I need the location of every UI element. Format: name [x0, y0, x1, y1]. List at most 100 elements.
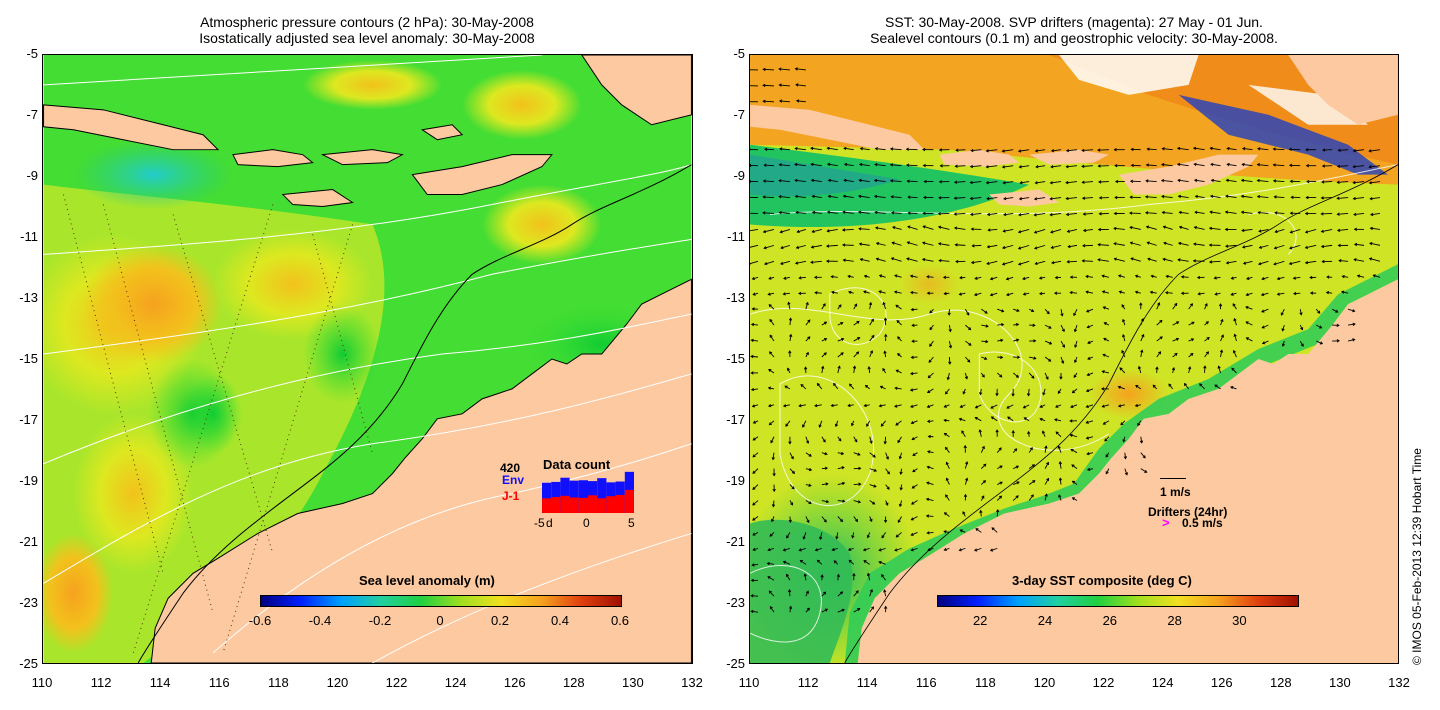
velocity-arrow-head	[769, 351, 773, 355]
velocity-arrow-head	[1114, 179, 1119, 184]
velocity-arrow	[848, 560, 855, 565]
velocity-arrow-head	[808, 467, 813, 472]
velocity-arrow-head	[1369, 226, 1373, 231]
velocity-arrow-head	[798, 276, 802, 280]
velocity-arrow	[1098, 259, 1109, 262]
velocity-arrow-head	[1134, 290, 1139, 294]
velocity-arrow-head	[885, 456, 889, 460]
velocity-arrow-head	[1033, 356, 1037, 360]
velocity-arrow-head	[814, 548, 819, 552]
velocity-arrow-head	[973, 292, 978, 297]
velocity-arrow-head	[783, 276, 787, 280]
velocity-arrow-head	[1176, 162, 1181, 167]
velocity-arrow-head	[843, 162, 848, 167]
velocity-arrow	[1044, 478, 1049, 485]
velocity-arrow	[1051, 244, 1062, 249]
velocity-arrow-head	[938, 258, 942, 263]
velocity-arrow-head	[943, 512, 948, 516]
velocity-arrow	[1188, 321, 1195, 326]
velocity-arrow	[831, 404, 838, 407]
velocity-arrow-head	[1029, 446, 1033, 451]
velocity-arrow-head	[1101, 370, 1105, 374]
velocity-arrow	[906, 258, 918, 262]
velocity-arrow	[1060, 324, 1065, 332]
velocity-arrow-head	[927, 375, 931, 379]
velocity-arrow-head	[870, 318, 874, 322]
velocity-arrow-head	[894, 548, 898, 552]
velocity-arrow-head	[814, 403, 818, 408]
right-y-tick: -19	[726, 473, 745, 488]
velocity-arrow-head	[1208, 243, 1212, 247]
velocity-arrow	[959, 547, 966, 551]
velocity-arrow	[1163, 258, 1173, 262]
velocity-arrow	[789, 452, 794, 459]
velocity-arrow-head	[852, 365, 857, 369]
velocity-arrow-head	[989, 293, 994, 297]
velocity-arrow-head	[943, 291, 947, 296]
velocity-arrow	[1145, 196, 1157, 198]
colorbar-tick-label: -0.4	[308, 613, 332, 628]
velocity-arrow-head	[1011, 393, 1015, 397]
velocity-arrow	[1087, 372, 1094, 376]
velocity-arrow	[843, 147, 854, 151]
env-bar	[578, 480, 588, 513]
velocity-arrow-head	[1114, 163, 1118, 168]
velocity-arrow-head	[798, 291, 802, 296]
velocity-arrow-head	[907, 195, 911, 199]
velocity-arrow	[764, 164, 775, 167]
velocity-arrow-head	[1000, 338, 1004, 342]
velocity-arrow-head	[1103, 322, 1107, 326]
velocity-arrow-head	[953, 180, 958, 184]
velocity-arrow	[826, 244, 838, 247]
velocity-arrow	[764, 148, 775, 151]
velocity-arrow-head	[791, 470, 796, 474]
velocity-arrow-head	[1261, 309, 1265, 313]
velocity-arrow	[1118, 275, 1125, 278]
velocity-arrow	[897, 436, 902, 443]
velocity-arrow	[1373, 274, 1381, 278]
left-y-tick: -5	[26, 46, 38, 61]
velocity-arrow	[906, 164, 918, 167]
velocity-arrow-head	[894, 404, 898, 408]
velocity-arrow	[1039, 418, 1046, 422]
velocity-arrow-head	[750, 354, 754, 359]
velocity-arrow	[1044, 356, 1051, 362]
velocity-arrow-head	[1123, 456, 1127, 460]
velocity-arrow-head	[866, 535, 870, 539]
velocity-arrow-head	[1220, 334, 1224, 338]
velocity-arrow-head	[984, 310, 988, 314]
velocity-arrow-head	[1209, 210, 1213, 214]
velocity-arrow	[965, 324, 971, 330]
velocity-arrow-head	[789, 333, 793, 338]
velocity-arrow-head	[762, 179, 766, 183]
velocity-arrow-head	[1197, 292, 1201, 296]
velocity-arrow	[1275, 228, 1285, 233]
data-count-title: Data count	[543, 457, 611, 472]
velocity-arrow-head	[750, 371, 754, 375]
velocity-arrow	[1342, 275, 1349, 278]
velocity-arrow	[885, 452, 889, 460]
velocity-arrow-head	[1067, 244, 1071, 249]
velocity-arrow-head	[998, 495, 1003, 499]
velocity-arrow	[778, 68, 790, 71]
velocity-arrow	[1273, 180, 1285, 183]
velocity-arrow	[1040, 404, 1046, 408]
velocity-arrow-head	[1256, 194, 1261, 199]
velocity-arrow	[960, 404, 966, 408]
velocity-arrow	[853, 608, 860, 613]
velocity-arrow-head	[1208, 226, 1213, 231]
velocity-arrow-head	[1130, 147, 1134, 152]
velocity-arrow-head	[849, 383, 853, 387]
colorbar-tick-label: 26	[1102, 613, 1118, 628]
velocity-arrow	[964, 461, 968, 469]
velocity-arrow	[980, 510, 982, 517]
velocity-arrow-head	[929, 327, 933, 331]
velocity-arrow-head	[985, 149, 989, 153]
velocity-arrow-head	[1180, 291, 1185, 295]
velocity-arrow-head	[794, 261, 799, 265]
velocity-arrow-head	[874, 210, 878, 215]
right-x-tick: 122	[1092, 675, 1115, 690]
velocity-arrow-head	[794, 194, 798, 199]
velocity-arrow-head	[1369, 196, 1373, 201]
velocity-arrow	[763, 84, 775, 87]
